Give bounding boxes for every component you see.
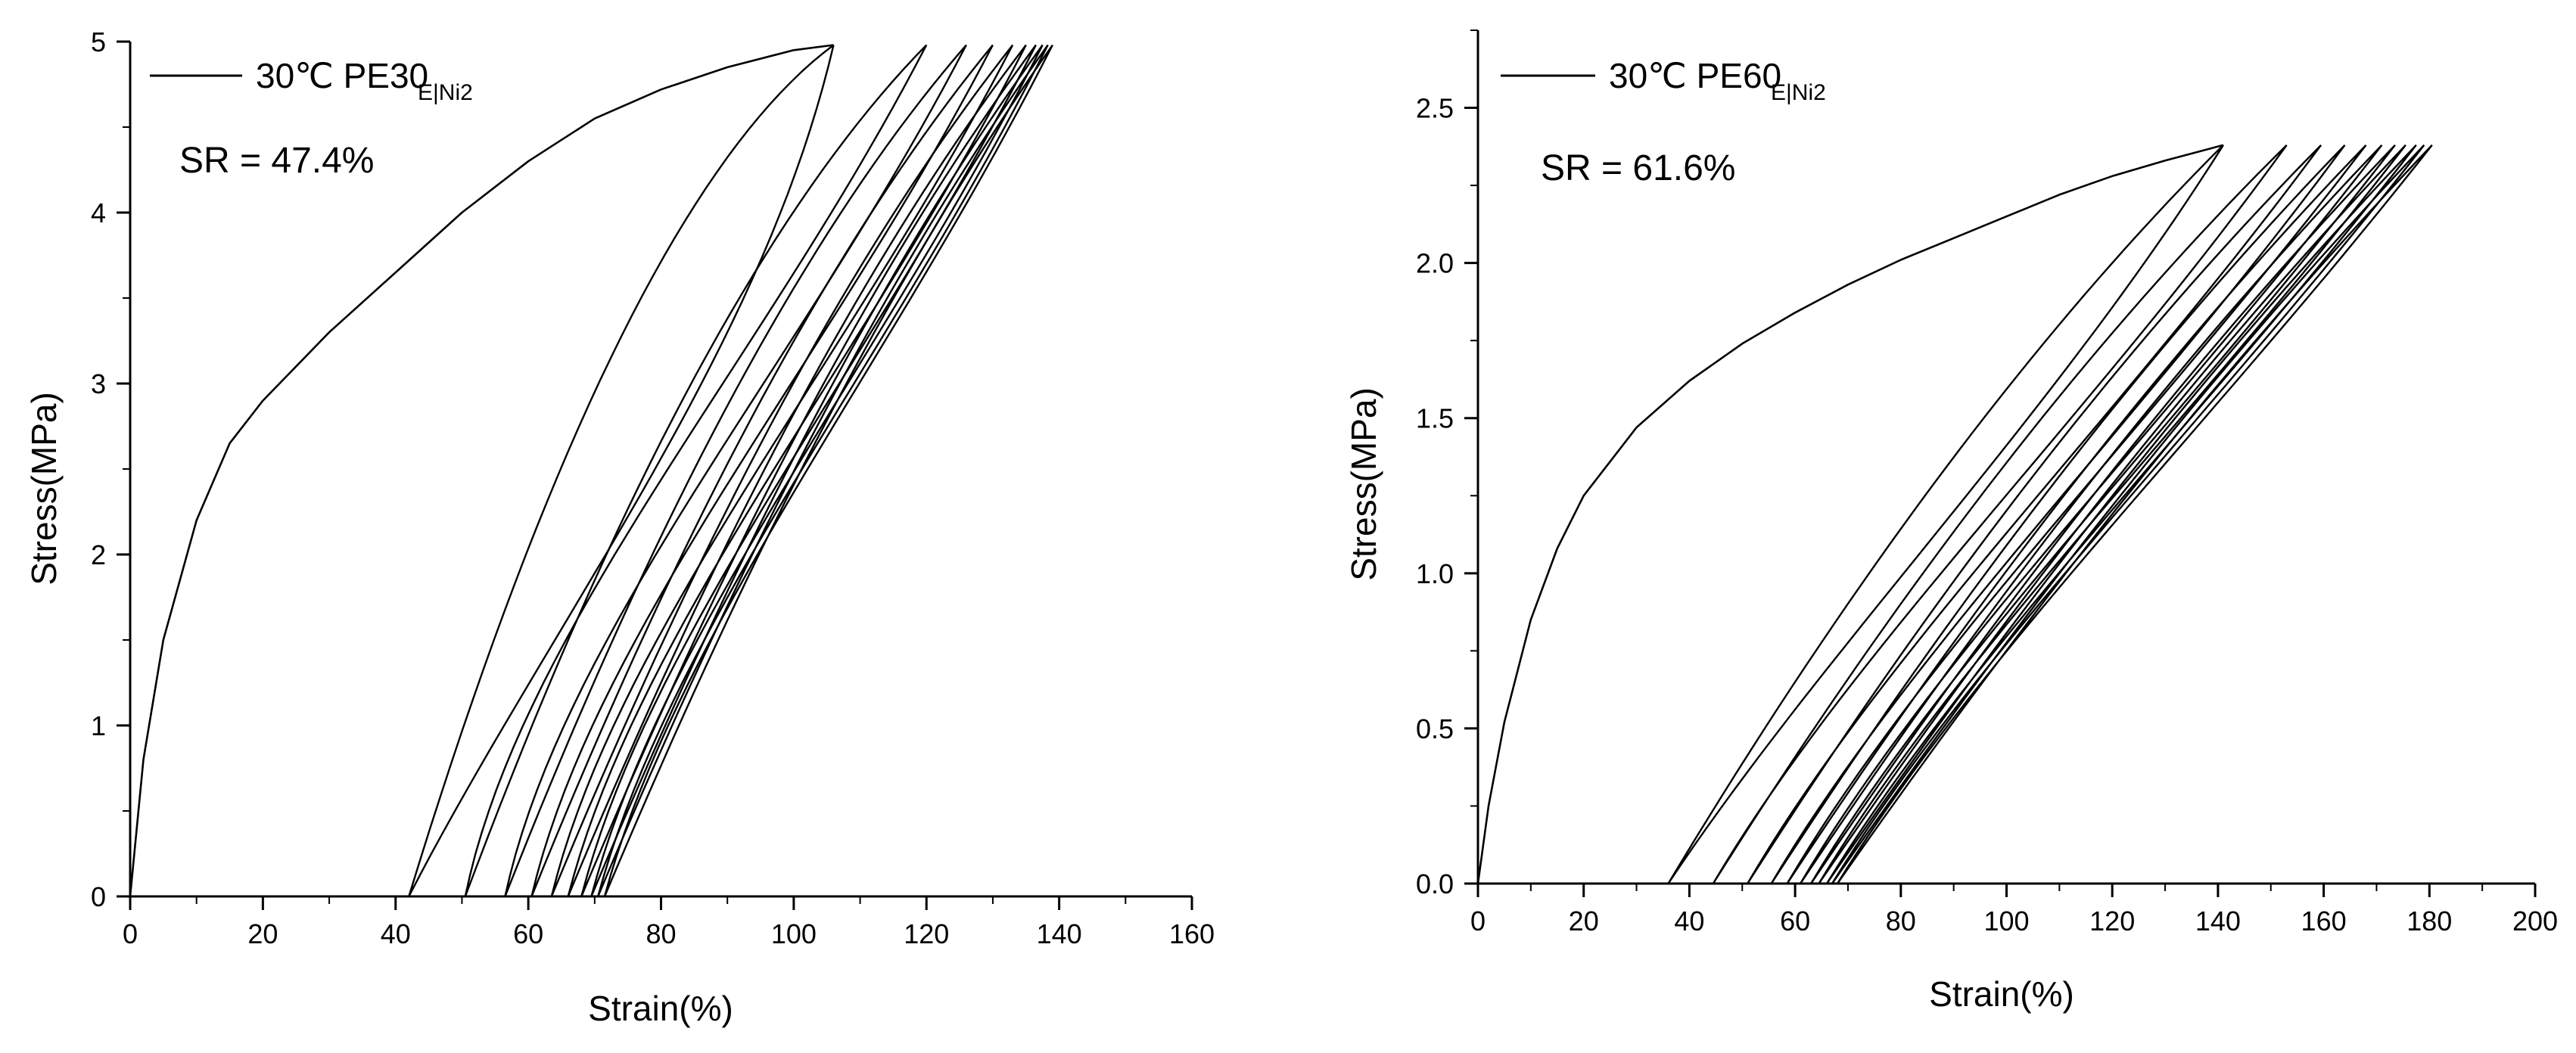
axes-left: 0 20 40 60 80 100 120 140 160 0 1 2 3 4 5 — [91, 26, 1215, 949]
hysteresis-cycle — [603, 44, 1053, 898]
annotation-sr-right: SR = 61.6% — [1541, 148, 1735, 188]
first-loading-curve — [129, 44, 834, 897]
legend-right: 30℃ PE60 E|Ni2 — [1501, 56, 1826, 105]
x-tick-label: 0 — [123, 918, 138, 949]
y-tick-label: 3 — [91, 368, 106, 399]
annotation-sr-left: SR = 47.4% — [179, 141, 374, 181]
y-axis-title-right: Stress(MPa) — [1344, 387, 1383, 581]
x-tick-label: 160 — [2301, 905, 2347, 937]
x-tick-label: 120 — [2089, 905, 2135, 937]
x-axis-title-right: Strain(%) — [1929, 974, 2074, 1014]
hysteresis-cycle — [504, 44, 967, 898]
hysteresis-cycle — [1818, 144, 2406, 885]
y-tick-label: 1 — [91, 710, 106, 741]
x-tick-label: 20 — [247, 918, 278, 949]
x-tick-label: 0 — [1470, 905, 1486, 937]
x-axis-title-left: Strain(%) — [588, 989, 733, 1028]
hysteresis-cycle — [1809, 144, 2396, 885]
x-tick-label: 200 — [2512, 905, 2558, 937]
curves-left — [129, 44, 1053, 898]
hysteresis-cycle — [408, 44, 835, 898]
hysteresis-cycle — [1747, 144, 2322, 885]
y-tick-label: 0.5 — [1416, 713, 1454, 744]
first-loading-curve — [1476, 144, 2224, 884]
hysteresis-cycle — [1831, 144, 2425, 885]
hysteresis-cycle — [1799, 144, 2383, 885]
y-axis-title-left: Stress(MPa) — [24, 392, 64, 586]
hysteresis-cycle — [597, 44, 1049, 898]
y-tick-label: 2.5 — [1416, 93, 1454, 124]
hysteresis-cycle — [530, 44, 994, 898]
x-tick-label: 120 — [904, 918, 949, 949]
hysteresis-cycle — [567, 44, 1027, 898]
x-tick-label: 60 — [1780, 905, 1810, 937]
y-tick-label: 4 — [91, 197, 106, 228]
hysteresis-cycle — [1786, 144, 2367, 885]
x-tick-label: 80 — [646, 918, 676, 949]
y-tick-label: 5 — [91, 26, 106, 57]
y-tick-label: 1.5 — [1416, 403, 1454, 434]
y-tick-label: 0.0 — [1416, 868, 1454, 899]
x-tick-label: 100 — [1983, 905, 2029, 937]
axes-right: 0 20 40 60 80 100 120 140 160 180 200 0.0 0.5 1.0 1.5 2… — [1416, 30, 2558, 937]
x-tick-label: 60 — [513, 918, 543, 949]
legend-label-right: 30℃ PE60 — [1609, 56, 1781, 95]
legend-subscript-left: E|Ni2 — [418, 80, 473, 105]
x-tick-label: 40 — [1674, 905, 1704, 937]
y-tick-label: 2.0 — [1416, 248, 1454, 279]
chart-left: 0 20 40 60 80 100 120 140 160 0 1 2 3 4 5 30℃ PE30 E|N… — [24, 26, 1215, 1028]
x-tick-label: 140 — [2195, 905, 2241, 937]
chart-right: 0 20 40 60 80 100 120 140 160 180 200 0.0 0.5 1.0 1.5 2… — [1344, 30, 2558, 1014]
y-tick-label: 1.0 — [1416, 558, 1454, 589]
y-tick-label: 2 — [91, 539, 106, 570]
legend-left: 30℃ PE30 E|Ni2 — [150, 56, 473, 105]
hysteresis-cycle — [464, 44, 928, 898]
hysteresis-cycle — [1712, 144, 2288, 885]
curves-right — [1476, 144, 2433, 885]
x-tick-label: 100 — [771, 918, 817, 949]
legend-label-left: 30℃ PE30 — [256, 56, 428, 95]
x-tick-label: 80 — [1886, 905, 1916, 937]
y-tick-label: 0 — [91, 881, 106, 912]
hysteresis-cycle — [550, 44, 1014, 898]
hysteresis-cycle — [580, 44, 1037, 898]
x-tick-label: 140 — [1037, 918, 1082, 949]
x-tick-label: 20 — [1569, 905, 1599, 937]
hysteresis-cycle — [1667, 144, 2224, 885]
x-tick-label: 40 — [381, 918, 411, 949]
x-tick-label: 180 — [2406, 905, 2452, 937]
hysteresis-cycle — [1836, 144, 2433, 885]
legend-subscript-right: E|Ni2 — [1771, 80, 1826, 105]
x-tick-label: 160 — [1169, 918, 1215, 949]
hysteresis-cycle — [1770, 144, 2346, 885]
hysteresis-cycle — [590, 44, 1044, 898]
